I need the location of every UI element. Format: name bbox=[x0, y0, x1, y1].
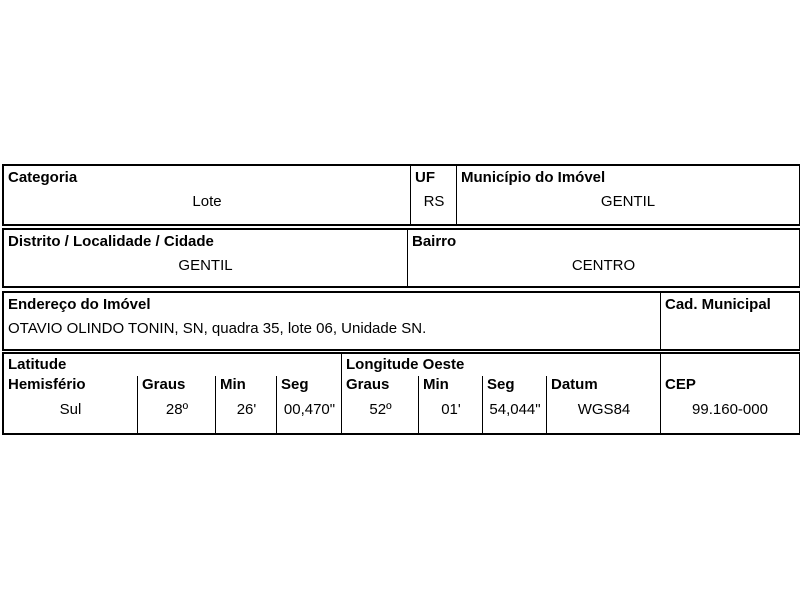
uf-label: UF bbox=[415, 169, 435, 186]
latitude-graus-value: 28º bbox=[165, 401, 189, 418]
cep-label: CEP bbox=[665, 376, 696, 393]
coordinates-header-spacer bbox=[660, 354, 799, 376]
endereco-label: Endereço do Imóvel bbox=[8, 296, 151, 313]
municipio-cell: Município do Imóvel GENTIL bbox=[456, 166, 799, 224]
hemisferio-value: Sul bbox=[59, 401, 82, 418]
bairro-label: Bairro bbox=[412, 233, 457, 250]
municipio-value: GENTIL bbox=[600, 193, 656, 210]
endereco-value: OTAVIO OLINDO TONIN, SN, quadra 35, lote… bbox=[8, 320, 427, 337]
categoria-value: Lote bbox=[192, 193, 222, 210]
latitude-seg-label: Seg bbox=[281, 376, 309, 393]
longitude-min-column: Min 01' bbox=[418, 376, 483, 433]
bairro-cell: Bairro CENTRO bbox=[407, 230, 799, 286]
uf-value: RS bbox=[423, 193, 445, 210]
distrito-label: Distrito / Localidade / Cidade bbox=[8, 233, 214, 250]
categoria-cell: Categoria Lote bbox=[4, 166, 410, 224]
latitude-graus-column: Graus 28º bbox=[137, 376, 216, 433]
hemisferio-label: Hemisfério bbox=[8, 376, 86, 393]
longitude-seg-value: 54,044" bbox=[489, 401, 541, 418]
distrito-cell: Distrito / Localidade / Cidade GENTIL bbox=[4, 230, 407, 286]
categoria-uf-municipio-table: Categoria Lote UF RS Município do Imóvel… bbox=[2, 164, 800, 226]
longitude-seg-label: Seg bbox=[487, 376, 515, 393]
longitude-min-label: Min bbox=[423, 376, 449, 393]
endereco-table: Endereço do Imóvel OTAVIO OLINDO TONIN, … bbox=[2, 291, 800, 351]
municipio-label: Município do Imóvel bbox=[461, 169, 606, 186]
longitude-graus-column: Graus 52º bbox=[341, 376, 419, 433]
uf-cell: UF RS bbox=[410, 166, 457, 224]
cep-value: 99.160-000 bbox=[692, 401, 768, 418]
cad-municipal-cell: Cad. Municipal bbox=[660, 293, 799, 349]
longitude-min-value: 01' bbox=[441, 401, 461, 418]
datum-value: WGS84 bbox=[577, 401, 631, 418]
hemisferio-column: Hemisfério Sul bbox=[4, 376, 137, 433]
latitude-graus-label: Graus bbox=[142, 376, 186, 393]
coordinates-table: Latitude Longitude Oeste Hemisfério Sul … bbox=[2, 352, 800, 435]
bairro-value: CENTRO bbox=[571, 257, 636, 274]
longitude-seg-column: Seg 54,044" bbox=[482, 376, 547, 433]
latitude-min-value: 26' bbox=[236, 401, 257, 418]
distrito-value: GENTIL bbox=[178, 257, 233, 274]
latitude-header-cell: Latitude bbox=[4, 354, 341, 376]
categoria-label: Categoria bbox=[8, 169, 78, 186]
datum-label: Datum bbox=[551, 376, 598, 393]
cad-municipal-label: Cad. Municipal bbox=[665, 296, 771, 313]
datum-column: Datum WGS84 bbox=[546, 376, 661, 433]
endereco-cell: Endereço do Imóvel OTAVIO OLINDO TONIN, … bbox=[4, 293, 660, 349]
longitude-header-cell: Longitude Oeste bbox=[341, 354, 661, 376]
longitude-graus-label: Graus bbox=[346, 376, 390, 393]
latitude-min-column: Min 26' bbox=[215, 376, 277, 433]
latitude-min-label: Min bbox=[220, 376, 246, 393]
cep-column: CEP 99.160-000 bbox=[660, 376, 799, 433]
latitude-seg-value: 00,470" bbox=[283, 401, 336, 418]
longitude-oeste-label: Longitude Oeste bbox=[346, 356, 465, 373]
latitude-seg-column: Seg 00,470" bbox=[276, 376, 342, 433]
longitude-graus-value: 52º bbox=[369, 401, 392, 418]
latitude-label: Latitude bbox=[8, 356, 67, 373]
distrito-bairro-table: Distrito / Localidade / Cidade GENTIL Ba… bbox=[2, 228, 800, 288]
